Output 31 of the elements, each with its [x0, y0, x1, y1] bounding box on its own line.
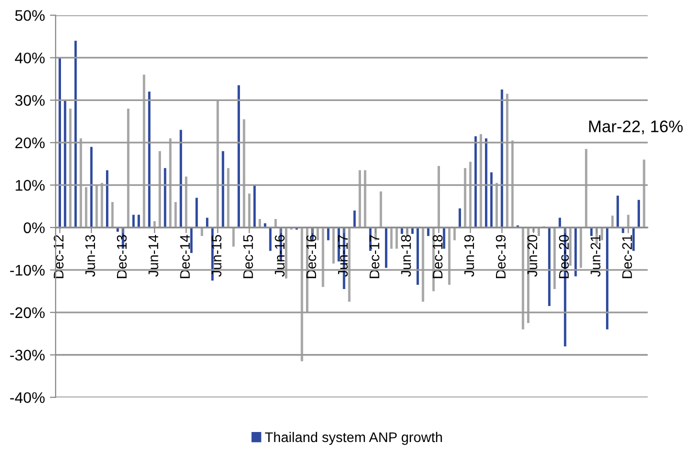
- x-tick-label: Dec-21: [622, 235, 632, 278]
- x-tick-label: Jun-19: [464, 235, 474, 277]
- y-tick-label: -30%: [10, 350, 45, 361]
- x-tick-label: Dec-15: [243, 235, 254, 278]
- x-tick-label: Jun-16: [274, 235, 285, 277]
- x-tick-label: Dec-20: [558, 234, 569, 278]
- x-tick-label: Jun-13: [85, 235, 96, 277]
- x-tick-label: Jun-15: [212, 235, 222, 277]
- y-tick-label: 50%: [15, 10, 45, 21]
- annotation: Mar-22, 16%: [589, 120, 683, 134]
- y-tick-label: -20%: [10, 307, 45, 318]
- x-tick-label: Dec-19: [496, 235, 506, 278]
- x-tick-label: Dec-18: [432, 235, 443, 278]
- x-tick-label: Jun-18: [401, 235, 411, 277]
- y-tick-label: -40%: [10, 392, 45, 404]
- x-tick-label: Dec-17: [370, 235, 380, 278]
- x-tick-label: Jun-14: [148, 234, 158, 277]
- x-tick-label: Jun-17: [338, 235, 348, 277]
- y-tick-label: 0%: [24, 222, 45, 234]
- x-tick-label: Dec-14: [180, 234, 190, 278]
- legend-label: Thailand system ANP growth: [265, 432, 442, 445]
- y-tick-label: 10%: [16, 180, 45, 191]
- y-tick-label: 40%: [14, 52, 45, 64]
- x-tick-label: Dec-16: [306, 235, 316, 278]
- y-tick-label: 30%: [15, 95, 45, 106]
- x-tick-label: Jun-20: [527, 234, 538, 277]
- x-tick-label: Dec-12: [54, 235, 64, 278]
- y-tick-label: -10%: [10, 264, 45, 276]
- x-tick-label: Dec-13: [116, 235, 127, 278]
- x-tick-label: Jun-21: [590, 235, 600, 277]
- y-tick-label: 20%: [15, 137, 45, 148]
